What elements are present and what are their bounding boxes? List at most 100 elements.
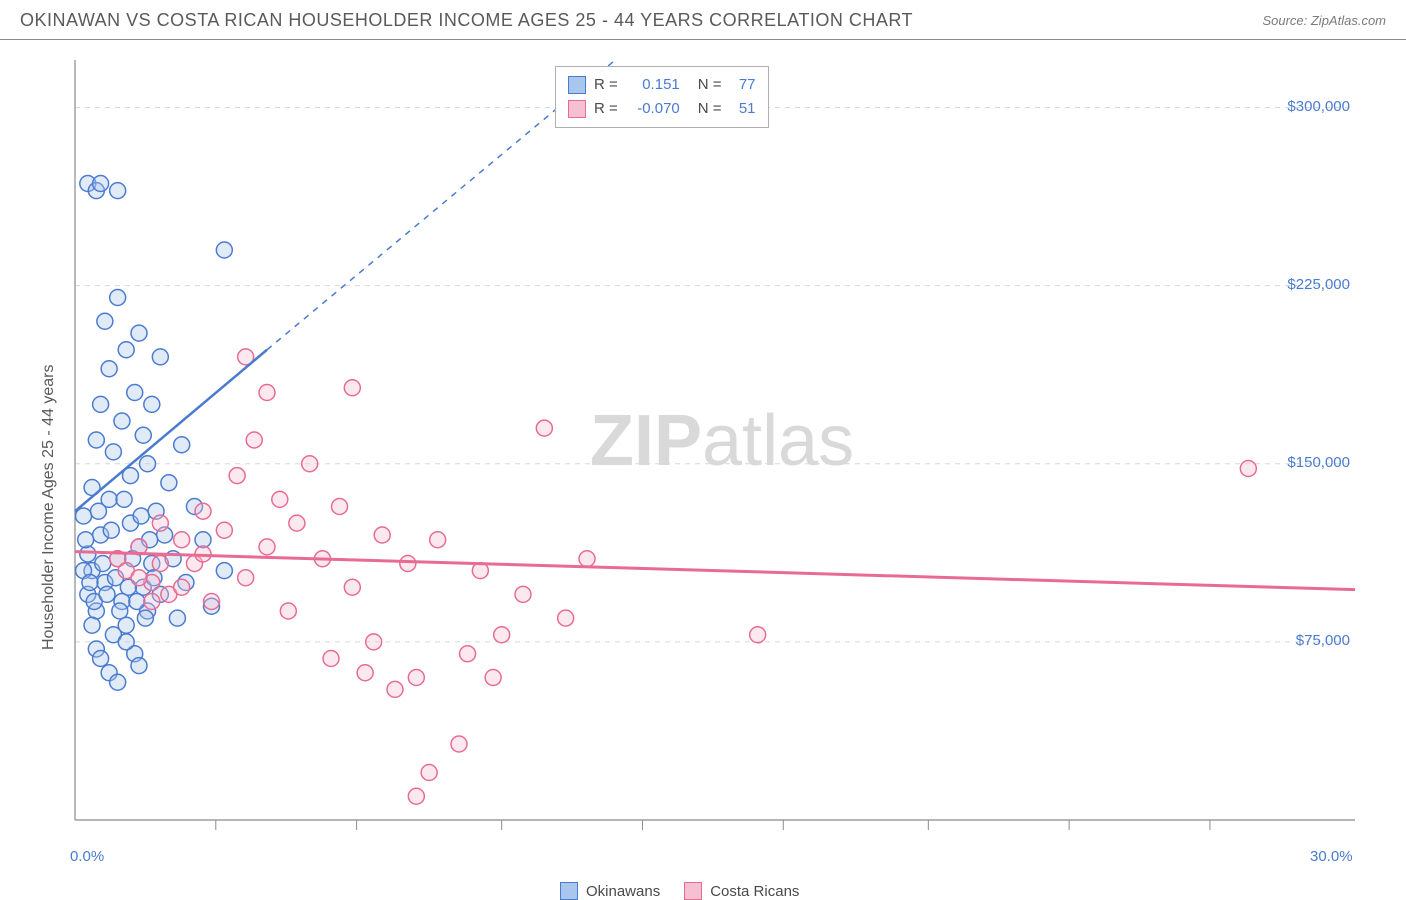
y-tick-label: $300,000 [1287, 98, 1350, 115]
stats-r-value: 0.151 [626, 73, 680, 97]
scatter-point [302, 456, 318, 472]
stats-n-label: N = [698, 97, 722, 121]
chart-title: OKINAWAN VS COSTA RICAN HOUSEHOLDER INCO… [20, 10, 913, 31]
y-tick-label: $225,000 [1287, 276, 1350, 293]
stats-swatch [568, 76, 586, 94]
scatter-point [1240, 461, 1256, 477]
scatter-point [133, 508, 149, 524]
scatter-point [95, 556, 111, 572]
scatter-point [118, 634, 134, 650]
scatter-point [127, 385, 143, 401]
scatter-point [246, 432, 262, 448]
scatter-point [82, 575, 98, 591]
scatter-point [131, 570, 147, 586]
x-tick-label: 30.0% [1310, 848, 1353, 865]
scatter-point [408, 788, 424, 804]
scatter-point [101, 361, 117, 377]
scatter-point [558, 610, 574, 626]
legend-label: Okinawans [586, 883, 660, 900]
scatter-point [152, 556, 168, 572]
scatter-point [80, 546, 96, 562]
scatter-point [90, 503, 106, 519]
scatter-point [97, 313, 113, 329]
scatter-point [366, 634, 382, 650]
scatter-point [400, 556, 416, 572]
scatter-point [93, 176, 109, 192]
scatter-point [131, 658, 147, 674]
scatter-point [174, 579, 190, 595]
scatter-point [118, 342, 134, 358]
scatter-point [204, 594, 220, 610]
legend: Okinawans Costa Ricans [560, 882, 799, 900]
source-attribution: Source: ZipAtlas.com [1262, 13, 1386, 28]
scatter-point [103, 522, 119, 538]
scatter-point [129, 594, 145, 610]
scatter-point [174, 532, 190, 548]
scatter-point [110, 290, 126, 306]
scatter-point [216, 522, 232, 538]
scatter-point [229, 468, 245, 484]
legend-item: Okinawans [560, 882, 660, 900]
scatter-point [515, 586, 531, 602]
legend-swatch [560, 882, 578, 900]
stats-swatch [568, 100, 586, 118]
scatter-point [144, 594, 160, 610]
y-tick-label: $150,000 [1287, 454, 1350, 471]
scatter-point [460, 646, 476, 662]
scatter-point [93, 651, 109, 667]
scatter-point [169, 610, 185, 626]
scatter-point [451, 736, 467, 752]
scatter-plot [20, 50, 1375, 840]
scatter-point [105, 444, 121, 460]
scatter-point [259, 539, 275, 555]
scatter-point [93, 396, 109, 412]
scatter-point [332, 499, 348, 515]
legend-item: Costa Ricans [684, 882, 799, 900]
scatter-point [112, 603, 128, 619]
scatter-point [152, 515, 168, 531]
scatter-point [144, 396, 160, 412]
scatter-point [135, 427, 151, 443]
stats-r-value: -0.070 [626, 97, 680, 121]
scatter-point [114, 413, 130, 429]
stats-r-label: R = [594, 97, 618, 121]
legend-swatch [684, 882, 702, 900]
scatter-point [344, 380, 360, 396]
scatter-point [84, 617, 100, 633]
trend-line [75, 552, 1355, 590]
scatter-point [195, 503, 211, 519]
scatter-point [88, 432, 104, 448]
scatter-point [137, 610, 153, 626]
scatter-point [259, 385, 275, 401]
stats-n-value: 51 [730, 97, 756, 121]
scatter-point [216, 242, 232, 258]
scatter-point [110, 183, 126, 199]
scatter-point [140, 456, 156, 472]
scatter-point [78, 532, 94, 548]
stats-n-value: 77 [730, 73, 756, 97]
legend-label: Costa Ricans [710, 883, 799, 900]
scatter-point [174, 437, 190, 453]
scatter-point [421, 765, 437, 781]
scatter-point [238, 570, 254, 586]
scatter-point [131, 325, 147, 341]
scatter-point [357, 665, 373, 681]
scatter-point [280, 603, 296, 619]
scatter-point [289, 515, 305, 531]
scatter-point [536, 420, 552, 436]
scatter-point [485, 670, 501, 686]
stats-n-label: N = [698, 73, 722, 97]
scatter-point [216, 563, 232, 579]
scatter-point [387, 681, 403, 697]
x-tick-label: 0.0% [70, 848, 104, 865]
scatter-point [323, 651, 339, 667]
scatter-point [430, 532, 446, 548]
scatter-point [750, 627, 766, 643]
scatter-point [116, 491, 132, 507]
stats-r-label: R = [594, 73, 618, 97]
scatter-point [99, 586, 115, 602]
scatter-point [408, 670, 424, 686]
scatter-point [494, 627, 510, 643]
scatter-point [272, 491, 288, 507]
scatter-point [374, 527, 390, 543]
